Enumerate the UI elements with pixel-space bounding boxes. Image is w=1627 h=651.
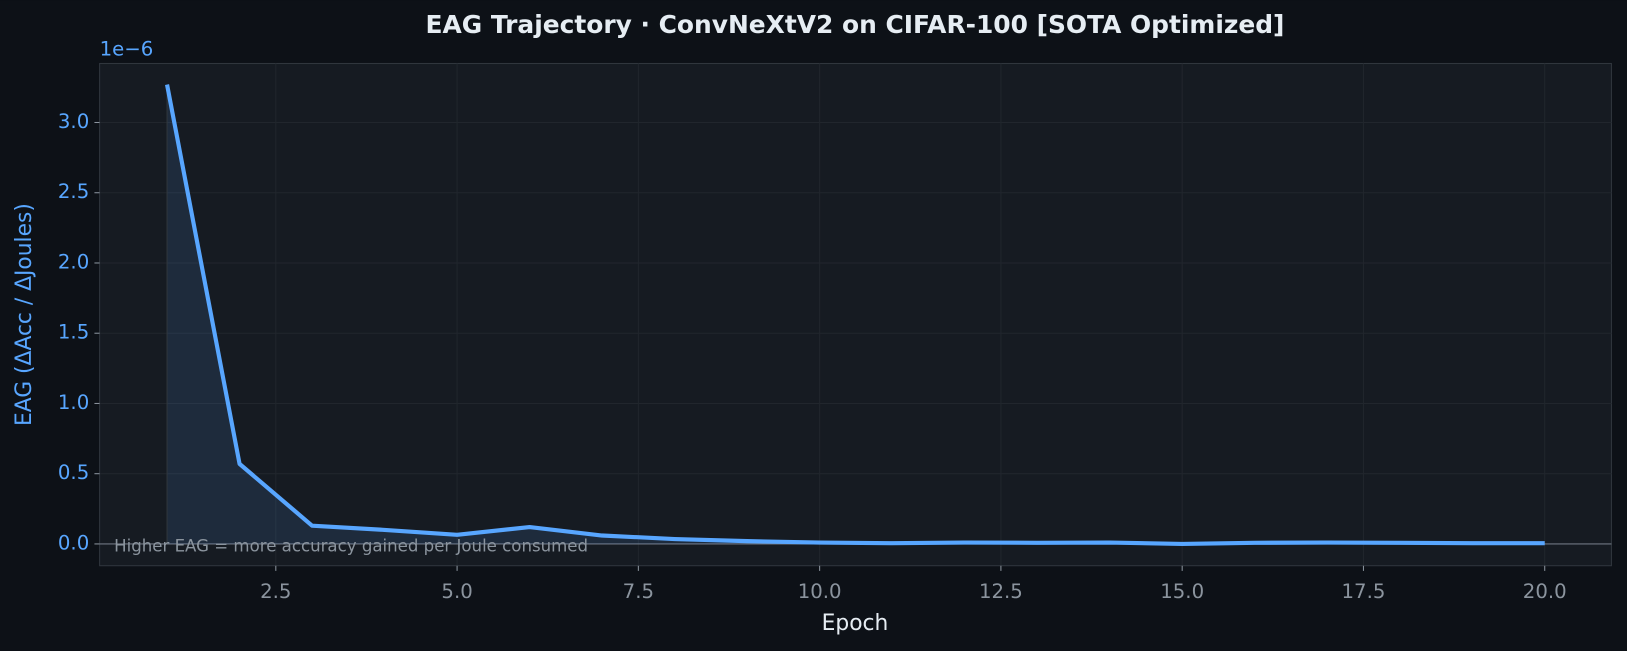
x-tick-label: 10.0 xyxy=(798,580,842,603)
x-tick-label: 15.0 xyxy=(1160,580,1204,603)
x-tick-label: 5.0 xyxy=(441,580,472,603)
annotation: Higher EAG = more accuracy gained per Jo… xyxy=(114,537,588,556)
x-tick-label: 12.5 xyxy=(979,580,1023,603)
y-tick-label: 0.0 xyxy=(58,531,89,554)
x-tick-label: 7.5 xyxy=(623,580,654,603)
y-tick-label: 3.0 xyxy=(58,110,89,133)
x-axis-label: Epoch xyxy=(822,611,889,636)
y-tick-label: 2.5 xyxy=(58,180,89,203)
y-tick-label: 1.5 xyxy=(58,321,89,344)
x-tick-label: 17.5 xyxy=(1342,580,1386,603)
chart-title: EAG Trajectory · ConvNeXtV2 on CIFAR-100… xyxy=(426,10,1285,39)
y-tick-label: 2.0 xyxy=(58,250,89,273)
x-tick-label: 2.5 xyxy=(260,580,291,603)
x-tick-label: 20.0 xyxy=(1523,580,1567,603)
y-tick-label: 0.5 xyxy=(58,461,89,484)
y-offset-label: 1e−6 xyxy=(100,38,154,61)
plot-area xyxy=(99,62,1612,567)
y-axis-label: EAG (ΔAcc / ΔJoules) xyxy=(12,203,37,426)
y-tick-label: 1.0 xyxy=(58,391,89,414)
line xyxy=(165,84,1545,547)
